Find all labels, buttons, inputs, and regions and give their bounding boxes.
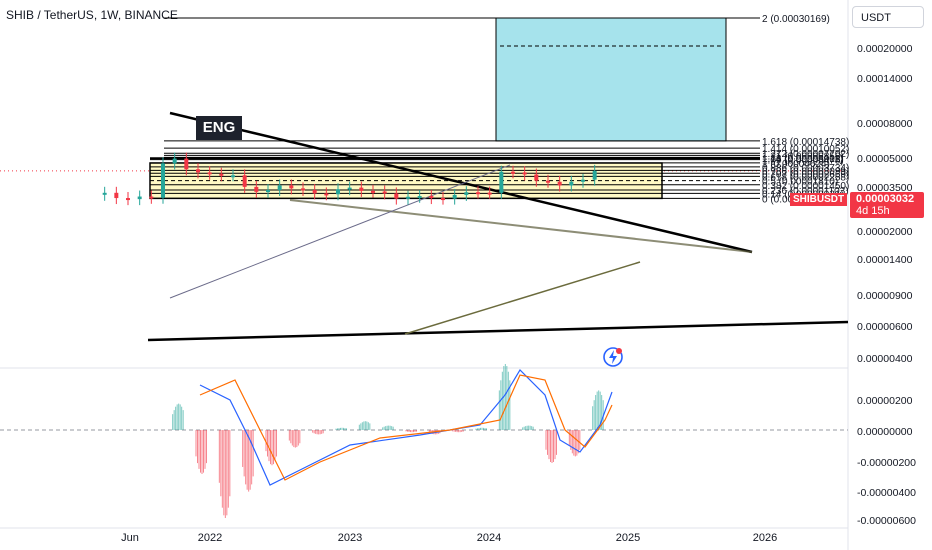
time-axis-label: 2023 — [338, 532, 362, 544]
price-axis-label: 0.00000600 — [857, 321, 913, 333]
fib-label-0.382: 0.382 (0.00001450) — [762, 181, 849, 192]
candle-body — [126, 198, 130, 201]
candle-body — [464, 192, 469, 195]
symbol-price-tag: SHIBUSDT — [790, 193, 848, 206]
candle-body — [219, 173, 224, 176]
macd-axis-label: 0.00000000 — [857, 426, 913, 438]
fib-label-1.414: 1.414 (0.00010052) — [762, 144, 849, 155]
price-axis-label: 0.00000900 — [857, 290, 913, 302]
fib-label-1.21: 1.21 (0.00006856) — [762, 151, 844, 162]
time-axis-label: 2024 — [477, 532, 501, 544]
candle-body — [102, 192, 107, 195]
candle-body — [242, 175, 247, 187]
fib-label-1.272: 1.272 (0.00007702) — [762, 149, 849, 160]
candle-body — [207, 172, 212, 175]
fib-label-0.707: 0.707 (0.00002669) — [762, 169, 849, 180]
ascending-support-line — [147, 320, 849, 342]
fib-label-0.618: 0.618 (0.00002258) — [762, 172, 849, 183]
candle-body — [347, 187, 352, 190]
candle-body — [301, 188, 305, 191]
candle-body — [557, 181, 562, 186]
macd-axis-label: -0.00000600 — [857, 515, 916, 527]
candle-body — [196, 169, 200, 173]
last-price-value: 0.00003032 — [856, 193, 915, 205]
candle-body — [476, 192, 480, 195]
candle-body — [277, 185, 282, 191]
candle-body — [441, 198, 445, 201]
descending-trendline — [169, 111, 753, 254]
symbol-title[interactable]: SHIB / TetherUS, 1W, BINANCE — [6, 8, 178, 22]
channel-line-lower — [404, 261, 641, 335]
eng-annotation-label[interactable]: ENG — [196, 116, 242, 140]
price-axis-label: 0.00005000 — [857, 153, 913, 165]
currency-button[interactable]: USDT — [852, 6, 924, 28]
flash-icon[interactable] — [602, 346, 624, 368]
candle-body — [137, 196, 142, 200]
bar-countdown: 4d 15h — [856, 205, 890, 217]
candle-body — [172, 158, 177, 164]
price-axis-label: 0.00002000 — [857, 226, 913, 238]
candle-body — [382, 191, 387, 194]
candle-body — [114, 192, 119, 199]
upper-channel-line — [289, 199, 753, 253]
candle-body — [359, 187, 364, 191]
time-axis-label: 2026 — [753, 532, 777, 544]
candle-body — [324, 193, 329, 196]
candle-body — [394, 193, 399, 199]
fib-label-1.14: 1.14 (0.00006011) — [762, 154, 843, 165]
candle-body — [371, 190, 375, 193]
candle-body — [534, 174, 539, 181]
time-axis-label: 2022 — [198, 532, 222, 544]
fib-label-0.786: 0.786 (0.00003099) — [762, 166, 849, 177]
candle-body — [499, 171, 504, 193]
macd-axis-label: -0.00000200 — [857, 457, 916, 469]
candle-body — [266, 190, 270, 193]
candle-body — [522, 172, 527, 175]
candle-body — [231, 175, 235, 178]
fib-label-0.236: 0.236 (0.00001103) — [762, 186, 849, 197]
candle-body — [254, 186, 259, 192]
candle-body — [581, 179, 585, 182]
price-axis-label: 0.00000400 — [857, 353, 913, 365]
candle-body — [487, 192, 492, 195]
candle-body — [417, 196, 422, 199]
price-axis-label: 0.00014000 — [857, 73, 913, 85]
candle-body — [312, 190, 317, 194]
target-box — [495, 17, 727, 142]
candle-body — [592, 170, 597, 180]
fib-label-0.886: 0.886 (0.00003734) — [762, 163, 849, 174]
signal-line — [199, 374, 613, 481]
fib-label-2: 2 (0.00030169) — [762, 14, 830, 25]
time-axis-label: Jun — [121, 532, 139, 544]
candle-body — [161, 163, 165, 198]
candle-body — [511, 171, 515, 174]
candle-body — [546, 180, 550, 183]
fib-label-1: 1 (0.00004624) — [762, 159, 830, 170]
candle-body — [336, 189, 340, 195]
price-axis-label: 0.00003500 — [857, 182, 913, 194]
fib-label-1.09: 1.09 (0.00005475) — [762, 156, 844, 167]
candle-body — [429, 196, 434, 199]
fib-label-1.13: 1.13 (0.00005903) — [762, 154, 844, 165]
candle-body — [149, 196, 154, 199]
macd-axis-label: -0.00000400 — [857, 487, 916, 499]
macd-axis-label: 0.00000200 — [857, 395, 913, 407]
candle-body — [184, 158, 189, 170]
fib-label-1.618: 1.618 (0.00014738) — [762, 137, 849, 148]
price-axis-label: 0.00008000 — [857, 118, 913, 130]
time-axis-label: 2025 — [616, 532, 640, 544]
last-price-tag: 0.00003032 4d 15h — [850, 192, 924, 218]
channel-line-upper — [169, 164, 511, 299]
price-axis-label: 0.00020000 — [857, 43, 913, 55]
candle-body — [569, 181, 574, 186]
candle-body — [406, 196, 410, 199]
candle-body — [452, 194, 457, 199]
macd-line — [199, 369, 613, 486]
candle-body — [289, 185, 294, 189]
price-axis-label: 0.00001400 — [857, 254, 913, 266]
fib-label-0.5: 0.5 (0.00001810) — [762, 177, 838, 188]
